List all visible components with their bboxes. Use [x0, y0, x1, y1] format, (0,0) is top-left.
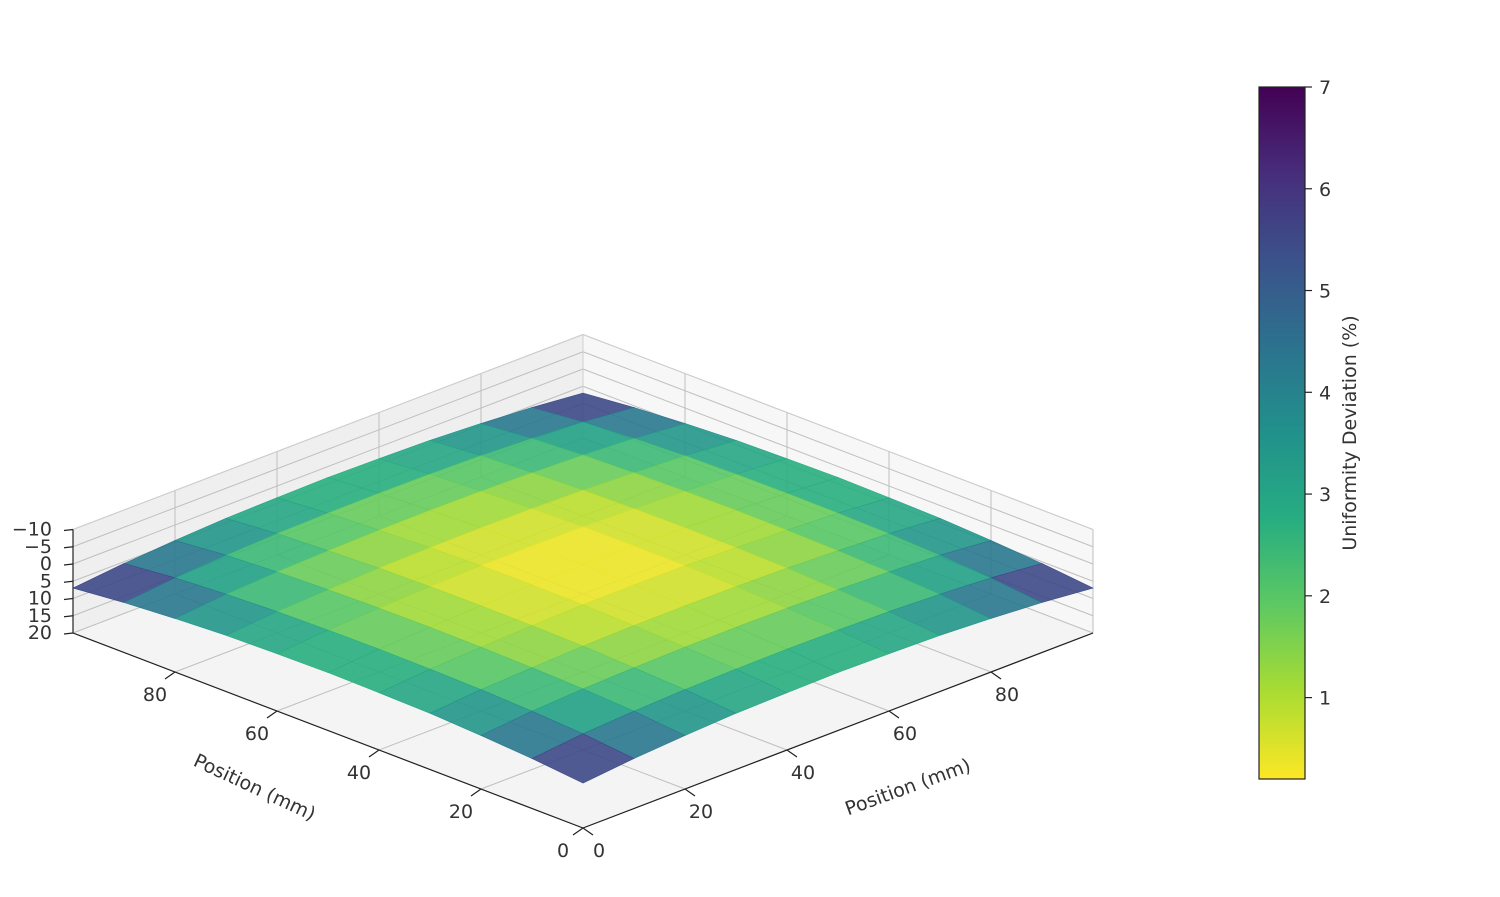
x-axis-line [582, 632, 1094, 829]
y-tick [470, 788, 482, 797]
top-edge [582, 334, 1094, 530]
z-tick [63, 615, 74, 618]
x-tick [786, 749, 798, 758]
surface-patch [531, 733, 635, 784]
z-tick [63, 597, 74, 601]
x-tick-label: 20 [689, 801, 713, 823]
y-axis-line [72, 632, 584, 829]
y-tick-label: 0 [557, 840, 569, 862]
x-tick [582, 827, 594, 836]
z-tick-label: −5 [24, 536, 52, 558]
gridline [72, 368, 584, 565]
z-tick-label: 0 [40, 553, 52, 575]
x-tick-label: 60 [893, 723, 917, 745]
y-tick-label: 60 [245, 723, 269, 745]
z-tick [63, 563, 74, 566]
x-axis-label: Position (mm) [842, 754, 973, 820]
colorbar-gradient [1258, 86, 1306, 780]
colorbar-tick-label: 4 [1319, 382, 1331, 404]
colorbar: 1 2 3 4 5 6 7 Uniformity Deviation (%) [1258, 77, 1361, 780]
x-tick [990, 671, 1002, 680]
z-tick [63, 580, 74, 583]
z-tick-label: 10 [28, 588, 52, 610]
top-edge [72, 334, 584, 530]
gridline [582, 351, 1094, 548]
y-tick-label: 40 [347, 762, 371, 784]
colorbar-tick-label: 7 [1319, 77, 1331, 99]
z-tick-label: 15 [28, 605, 52, 627]
colorbar-tick-label: 3 [1319, 484, 1331, 506]
gridline [582, 368, 1094, 565]
y-tick [572, 827, 584, 836]
colorbar-label: Uniformity Deviation (%) [1339, 315, 1361, 550]
y-tick-label: 80 [143, 684, 167, 706]
z-tick [63, 528, 74, 532]
x-tick-label: 80 [995, 684, 1019, 706]
gridline [72, 351, 584, 548]
z-tick-label: 5 [40, 570, 52, 592]
colorbar-tick-label: 1 [1319, 688, 1331, 710]
z-tick-label: 20 [28, 622, 52, 644]
x-tick [888, 710, 900, 719]
colorbar-tick-label: 2 [1319, 586, 1331, 608]
z-tick [63, 632, 74, 635]
colorbar-tick-label: 6 [1319, 179, 1331, 201]
colorbar-tick-label: 5 [1319, 281, 1331, 303]
y-axis-label: Position (mm) [190, 750, 319, 826]
z-tick-label: −10 [12, 519, 52, 541]
x-tick-label: 40 [791, 762, 815, 784]
y-tick [368, 749, 380, 758]
surface-plot [72, 392, 1094, 784]
y-tick [164, 671, 176, 680]
z-tick [63, 546, 74, 549]
x-tick [684, 788, 696, 797]
y-tick-label: 20 [449, 801, 473, 823]
y-tick [266, 710, 278, 719]
x-tick-label: 0 [593, 840, 605, 862]
